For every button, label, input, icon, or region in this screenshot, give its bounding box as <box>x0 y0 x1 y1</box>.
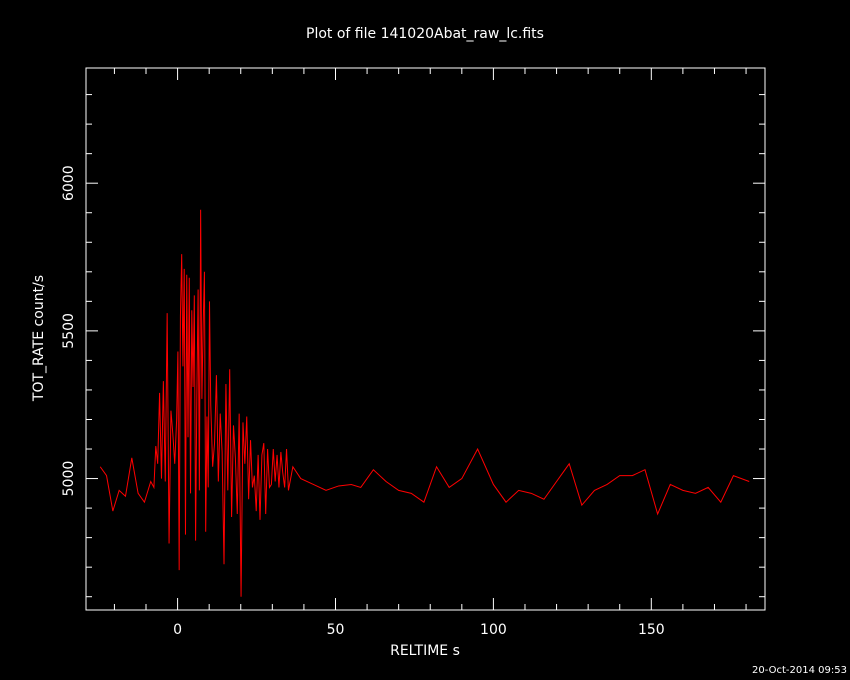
y-axis-label: TOT_RATE count/s <box>31 275 47 402</box>
x-tick-label: 50 <box>327 622 345 638</box>
x-tick-label: 0 <box>173 622 182 638</box>
series-line <box>99 209 750 597</box>
x-tick-label: 150 <box>638 622 665 638</box>
timestamp: 20-Oct-2014 09:53 <box>752 665 847 676</box>
chart-title: Plot of file 141020Abat_raw_lc.fits <box>306 26 544 42</box>
y-tick-label: 5500 <box>61 313 77 349</box>
axes-frame <box>85 67 766 611</box>
x-axis-label: RELTIME s <box>390 643 460 659</box>
plot-frame <box>85 67 766 611</box>
x-tick-label: 100 <box>480 622 507 638</box>
y-tick-label: 6000 <box>61 165 77 201</box>
axis-ticks <box>86 68 765 610</box>
axis-tick-labels: 0 50 100 150 5000 5500 6000 <box>61 165 665 638</box>
y-tick-label: 5000 <box>61 461 77 497</box>
